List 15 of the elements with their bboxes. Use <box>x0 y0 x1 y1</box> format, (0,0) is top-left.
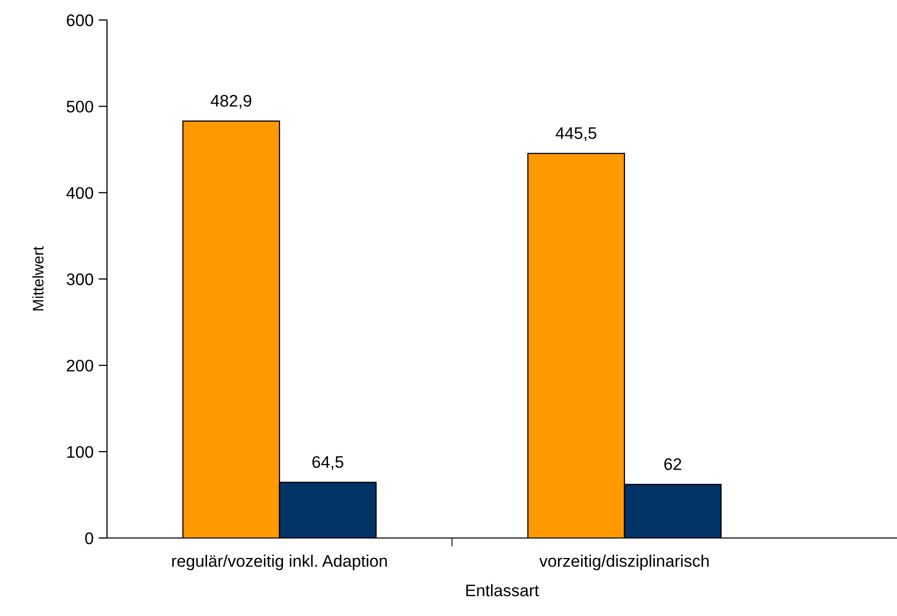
y-axis-title: Mittelwert <box>32 246 44 310</box>
y-tick-label: 300 <box>66 273 94 286</box>
y-tick-label: 200 <box>66 360 94 372</box>
y-tick-label: 0 <box>85 532 94 544</box>
data-label: 64,5 <box>312 456 344 470</box>
y-tick-label: 600 <box>66 14 94 26</box>
x-tick-label: regulär/vozeitig inkl. Adaption <box>172 554 387 570</box>
data-label: 445,5 <box>556 127 596 141</box>
y-tick-label: 400 <box>66 187 94 199</box>
x-axis-title: Entlassart <box>466 584 539 596</box>
x-tick-label: vorzeitig/disziplinarisch <box>539 554 709 570</box>
y-tick-label: 100 <box>67 446 94 458</box>
data-label: 62 <box>664 458 682 470</box>
data-label: 482,9 <box>210 94 252 109</box>
y-tick-label: 500 <box>66 100 94 113</box>
